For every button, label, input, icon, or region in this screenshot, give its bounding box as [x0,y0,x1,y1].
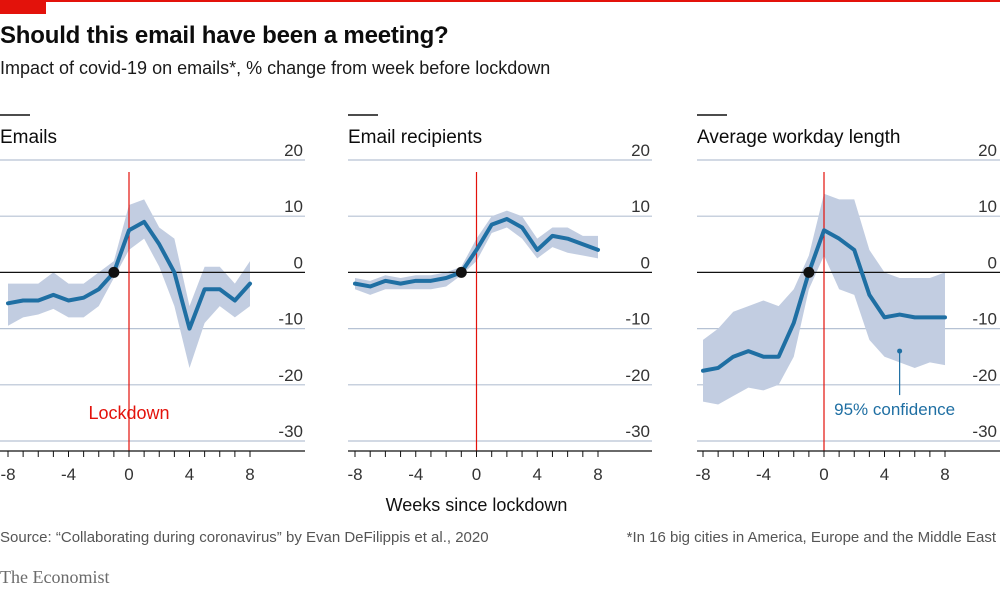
x-axis-label: Weeks since lockdown [386,495,568,515]
publisher-logo: The Economist [0,567,110,587]
panel-1: Emails 20 10 0 -10 -20 -30 -8 -4 0 4 8 Lockdown [0,114,305,484]
y-tick-label: 10 [284,197,303,216]
y-tick-label: 10 [978,197,997,216]
x-tick-label: -8 [0,465,15,484]
series-line [701,228,947,373]
y-tick-label: -10 [278,310,303,329]
x-tick-label: 4 [185,465,194,484]
y-tick-label: -20 [625,366,650,385]
page-subtitle: Impact of covid-19 on emails*, % change … [0,58,551,78]
annotation-dot [897,348,903,354]
x-tick-label: 8 [593,465,602,484]
confidence-band [703,193,945,405]
x-tick-label: 4 [533,465,542,484]
series-line [6,219,252,331]
panel-title: Email recipients [348,127,482,148]
y-tick-label: -10 [625,310,650,329]
y-tick-label: 0 [641,253,650,272]
x-tick-label: -4 [61,465,76,484]
y-tick-label: 0 [294,253,303,272]
source-note: Source: “Collaborating during coronaviru… [0,529,489,546]
panel-title: Emails [0,127,57,148]
panel-2: Email recipients 20 10 0 -10 -20 -30 -8 -4 0 4 8 Wee… [347,114,652,515]
reference-point [803,266,815,278]
x-tick-label: 8 [245,465,254,484]
x-tick-label: -4 [756,465,771,484]
y-tick-label: 20 [631,141,650,160]
y-tick-label: 20 [978,141,997,160]
y-tick-label: 10 [631,197,650,216]
y-tick-label: -30 [278,422,303,441]
x-tick-label: -4 [408,465,423,484]
y-tick-label: -30 [972,422,997,441]
x-tick-label: 4 [880,465,889,484]
panel-3: Average workday length 20 10 0 -10 -20 -30 -8 -4… [695,114,1000,484]
page-title: Should this email have been a meeting? [0,22,449,49]
x-tick-label: 0 [472,465,481,484]
y-tick-label: 20 [284,141,303,160]
x-tick-label: 0 [124,465,133,484]
reference-point [108,266,120,278]
reference-point [455,266,467,278]
y-tick-label: 0 [988,253,997,272]
series-line [353,217,600,289]
confidence-label: 95% confidence [834,400,955,419]
x-tick-label: 8 [940,465,949,484]
panel-title: Average workday length [697,127,901,148]
y-tick-label: -30 [625,422,650,441]
lockdown-label: Lockdown [88,403,169,423]
y-tick-label: -10 [972,310,997,329]
top-rule [0,0,1000,2]
x-tick-label: -8 [347,465,362,484]
y-tick-label: -20 [972,366,997,385]
brand-tag [0,0,46,14]
x-tick-label: 0 [819,465,828,484]
footnote: *In 16 big cities in America, Europe and… [626,529,996,546]
y-tick-label: -20 [278,366,303,385]
x-tick-label: -8 [695,465,710,484]
